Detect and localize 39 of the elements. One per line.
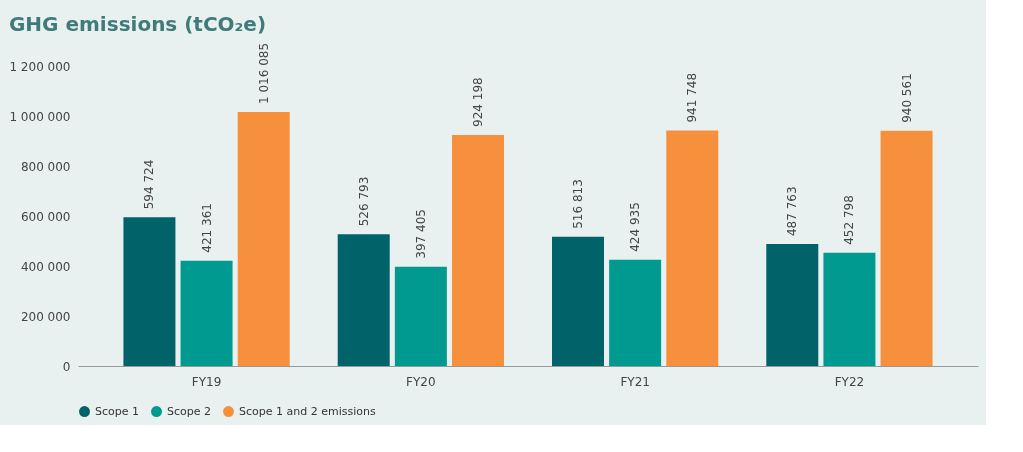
data-label: 516 813 xyxy=(571,179,585,229)
data-label: 924 198 xyxy=(471,77,485,127)
legend-label: Scope 2 xyxy=(167,404,212,418)
y-tick-label: 400 000 xyxy=(20,259,71,274)
bar xyxy=(237,111,290,366)
y-tick-label: 1 200 000 xyxy=(9,59,71,74)
bar xyxy=(609,259,662,366)
y-tick-label: 800 000 xyxy=(20,159,71,174)
data-label: 594 724 xyxy=(142,159,157,210)
legend-label: Scope 1 xyxy=(95,404,140,418)
bar xyxy=(452,134,504,366)
x-tick-label: FY19 xyxy=(191,374,222,389)
y-tick-label: 600 000 xyxy=(20,209,71,224)
data-label: 424 935 xyxy=(628,202,643,252)
chart-title: GHG emissions (tCO₂e) xyxy=(8,11,267,36)
bar xyxy=(180,260,233,366)
data-label: 941 748 xyxy=(685,72,700,123)
bar xyxy=(123,217,176,366)
data-label: 421 361 xyxy=(199,203,214,253)
bar xyxy=(880,130,933,366)
data-label: 452 798 xyxy=(842,195,857,245)
data-label: 526 793 xyxy=(356,176,371,227)
legend-label: Scope 1 and 2 emissions xyxy=(239,404,376,418)
bar xyxy=(666,130,719,366)
y-tick-label: 1 000 000 xyxy=(9,109,71,124)
data-label: 487 763 xyxy=(785,186,800,237)
bar xyxy=(552,236,604,366)
data-label: 1 016 085 xyxy=(256,42,271,104)
data-label: 940 561 xyxy=(899,73,914,123)
x-tick-label: FY21 xyxy=(620,374,650,389)
bar xyxy=(337,234,390,366)
x-tick-label: FY20 xyxy=(406,374,436,389)
y-tick-label: 0 xyxy=(62,359,71,374)
x-tick-label: FY22 xyxy=(834,374,865,389)
bar xyxy=(394,266,447,366)
bar xyxy=(823,252,876,366)
bar xyxy=(766,244,819,366)
data-label: 397 405 xyxy=(413,209,428,259)
y-tick-label: 200 000 xyxy=(20,309,71,324)
